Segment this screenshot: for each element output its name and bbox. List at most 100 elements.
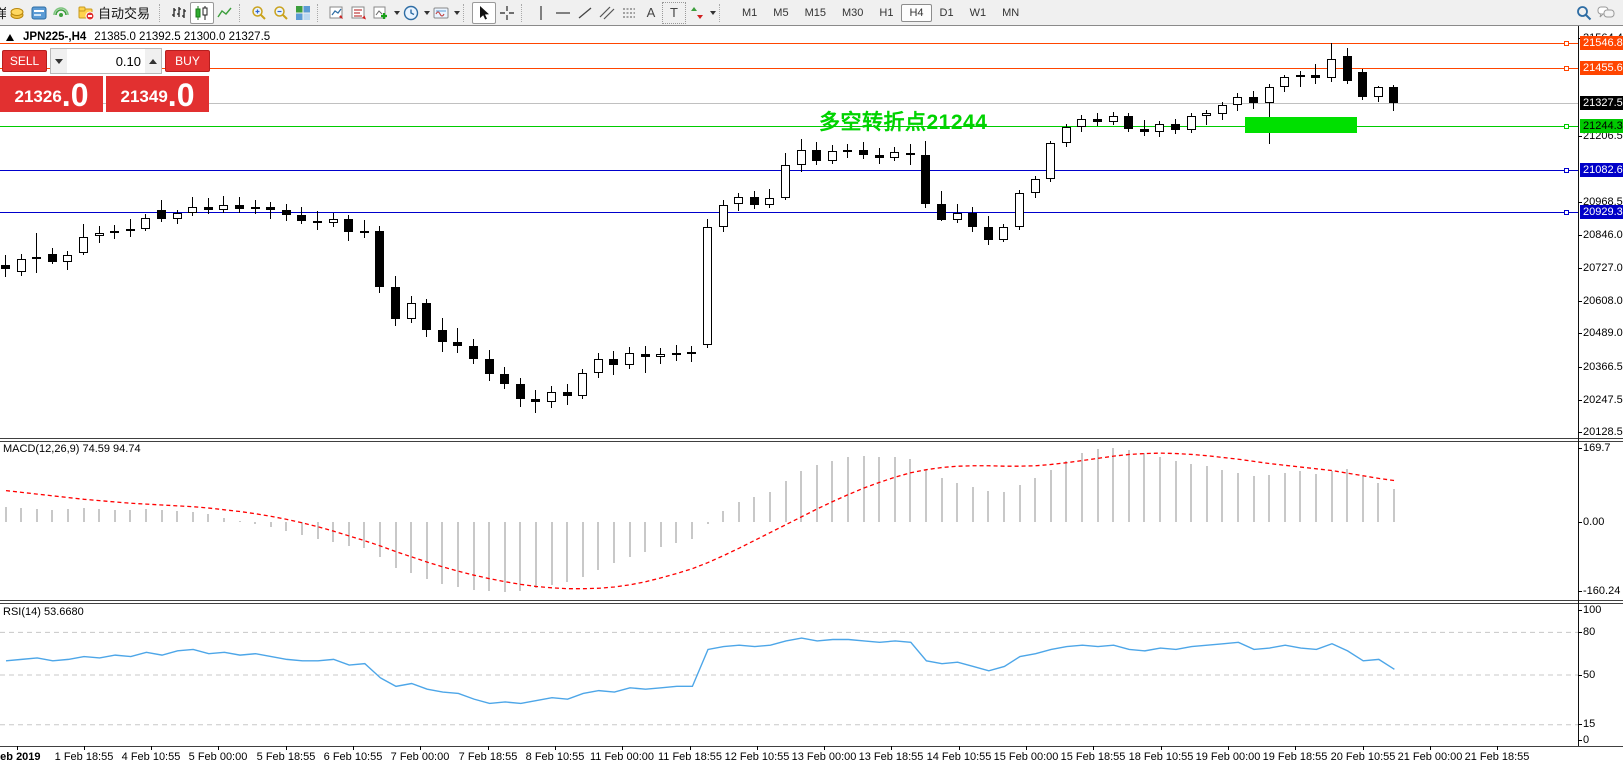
macd-histogram-bar: [660, 522, 662, 548]
new-order-icon[interactable]: [6, 3, 28, 23]
line-handle[interactable]: [1564, 168, 1569, 173]
horizontal-line-tool-icon[interactable]: [552, 3, 574, 23]
strategy-tester-icon[interactable]: [326, 3, 348, 23]
pane-separator[interactable]: [0, 441, 1623, 442]
templates-button[interactable]: [430, 3, 452, 23]
timeframe-MN[interactable]: MN: [1002, 6, 1020, 19]
pane-separator[interactable]: [0, 438, 1623, 439]
signal-icon[interactable]: [50, 3, 72, 23]
line-handle[interactable]: [1564, 210, 1569, 215]
price-tick-label: 20846.0: [1583, 229, 1623, 241]
sell-price-quote[interactable]: 21326.0: [0, 76, 103, 112]
price-label-badge: 21327.5: [1580, 96, 1623, 110]
horizontal-line-object[interactable]: [0, 43, 1578, 44]
volume-decrease-button[interactable]: [51, 49, 67, 73]
label-tool-icon[interactable]: T: [662, 1, 687, 24]
macd-histogram-bar: [504, 522, 506, 592]
line-handle[interactable]: [1564, 66, 1569, 71]
buy-button[interactable]: BUY: [165, 50, 210, 72]
price-tick-mark: [1578, 333, 1582, 334]
candle: [937, 203, 946, 220]
price-tick-mark: [1578, 301, 1582, 302]
timeframe-W1[interactable]: W1: [969, 6, 987, 19]
current-price-line[interactable]: [0, 103, 1578, 104]
pane-separator[interactable]: [0, 603, 1623, 604]
cursor-tool-icon[interactable]: [472, 1, 497, 24]
line-chart-type-icon[interactable]: [214, 3, 236, 23]
macd-histogram-bar: [597, 522, 599, 570]
buy-price-quote[interactable]: 21349.0: [106, 76, 209, 112]
macd-histogram-bar: [1362, 476, 1364, 522]
pane-separator[interactable]: [0, 600, 1623, 601]
timeframe-M15[interactable]: M15: [804, 6, 826, 19]
macd-histogram-bar: [1065, 460, 1067, 522]
arrows-caret-icon[interactable]: [710, 10, 717, 15]
horizontal-line-object[interactable]: [0, 212, 1578, 213]
vertical-line-tool-icon[interactable]: [530, 3, 552, 23]
timeframe-M30[interactable]: M30: [841, 6, 864, 19]
trendline-tool-icon[interactable]: [574, 3, 596, 23]
candle: [79, 237, 88, 254]
candle: [313, 220, 322, 223]
candlestick-chart-type-icon[interactable]: [190, 1, 215, 24]
new-chart-button[interactable]: [370, 3, 392, 23]
macd-histogram-bar: [925, 469, 927, 522]
candle: [765, 197, 774, 205]
new-chart-caret-icon[interactable]: [394, 10, 401, 15]
candle: [516, 383, 525, 399]
line-handle[interactable]: [1564, 124, 1569, 129]
horizontal-line-object[interactable]: [0, 126, 1578, 127]
arrows-tool-icon[interactable]: [686, 3, 708, 23]
market-window-icon[interactable]: [28, 3, 50, 23]
macd-histogram-bar: [1097, 448, 1099, 522]
zoom-out-icon[interactable]: [270, 3, 292, 23]
candle-wick: [239, 197, 240, 213]
line-handle[interactable]: [1564, 41, 1569, 46]
auto-trading-button[interactable]: 自动交易: [72, 3, 156, 23]
candle: [843, 149, 852, 152]
text-tool-icon[interactable]: A: [646, 5, 656, 20]
fibonacci-tool-icon[interactable]: [618, 3, 640, 23]
profile-icon[interactable]: [348, 3, 370, 23]
candle: [1358, 71, 1367, 97]
timeframe-H4[interactable]: H4: [901, 3, 932, 22]
highlight-rectangle[interactable]: [1245, 117, 1357, 133]
candle: [485, 358, 494, 374]
candle: [235, 204, 244, 209]
channel-tool-icon[interactable]: [596, 3, 618, 23]
macd-histogram-bar: [1081, 453, 1083, 522]
tile-windows-icon[interactable]: [292, 3, 314, 23]
volume-increase-button[interactable]: [145, 49, 161, 73]
price-tick-mark: [1578, 202, 1582, 203]
macd-histogram-bar: [987, 491, 989, 522]
timeframe-M5[interactable]: M5: [773, 6, 789, 19]
timeframe-D1[interactable]: D1: [939, 6, 954, 19]
sell-button[interactable]: SELL: [2, 50, 47, 72]
macd-histogram-bar: [1034, 478, 1036, 522]
bar-chart-type-icon[interactable]: [168, 3, 190, 23]
toolbar-separator: [719, 3, 725, 22]
candle: [968, 213, 977, 227]
candle-wick: [1300, 70, 1301, 87]
timeframe-H1[interactable]: H1: [879, 6, 894, 19]
chart-annotation[interactable]: 多空转折点21244: [819, 111, 988, 134]
time-tick-label: 13 Feb 18:55: [858, 751, 924, 763]
macd-histogram-bar: [1019, 484, 1021, 522]
timeframe-M1[interactable]: M1: [742, 6, 758, 19]
chart-ohlc-values: 21385.0 21392.5 21300.0 21327.5: [94, 31, 271, 43]
candle: [360, 230, 369, 233]
horizontal-line-object[interactable]: [0, 68, 1578, 69]
templates-caret-icon[interactable]: [454, 10, 461, 15]
chat-icon[interactable]: [1595, 3, 1617, 23]
periods-button[interactable]: [400, 3, 422, 23]
zoom-in-icon[interactable]: [248, 3, 270, 23]
crosshair-tool-icon[interactable]: [496, 3, 518, 23]
periods-caret-icon[interactable]: [424, 10, 431, 15]
toolbar-separator: [159, 3, 165, 22]
search-icon[interactable]: [1573, 3, 1595, 23]
volume-input[interactable]: [67, 49, 145, 73]
candle: [890, 152, 899, 158]
time-tick-label: 19 Feb 18:55: [1262, 751, 1328, 763]
new-order-clipped-label[interactable]: 单: [0, 3, 6, 22]
